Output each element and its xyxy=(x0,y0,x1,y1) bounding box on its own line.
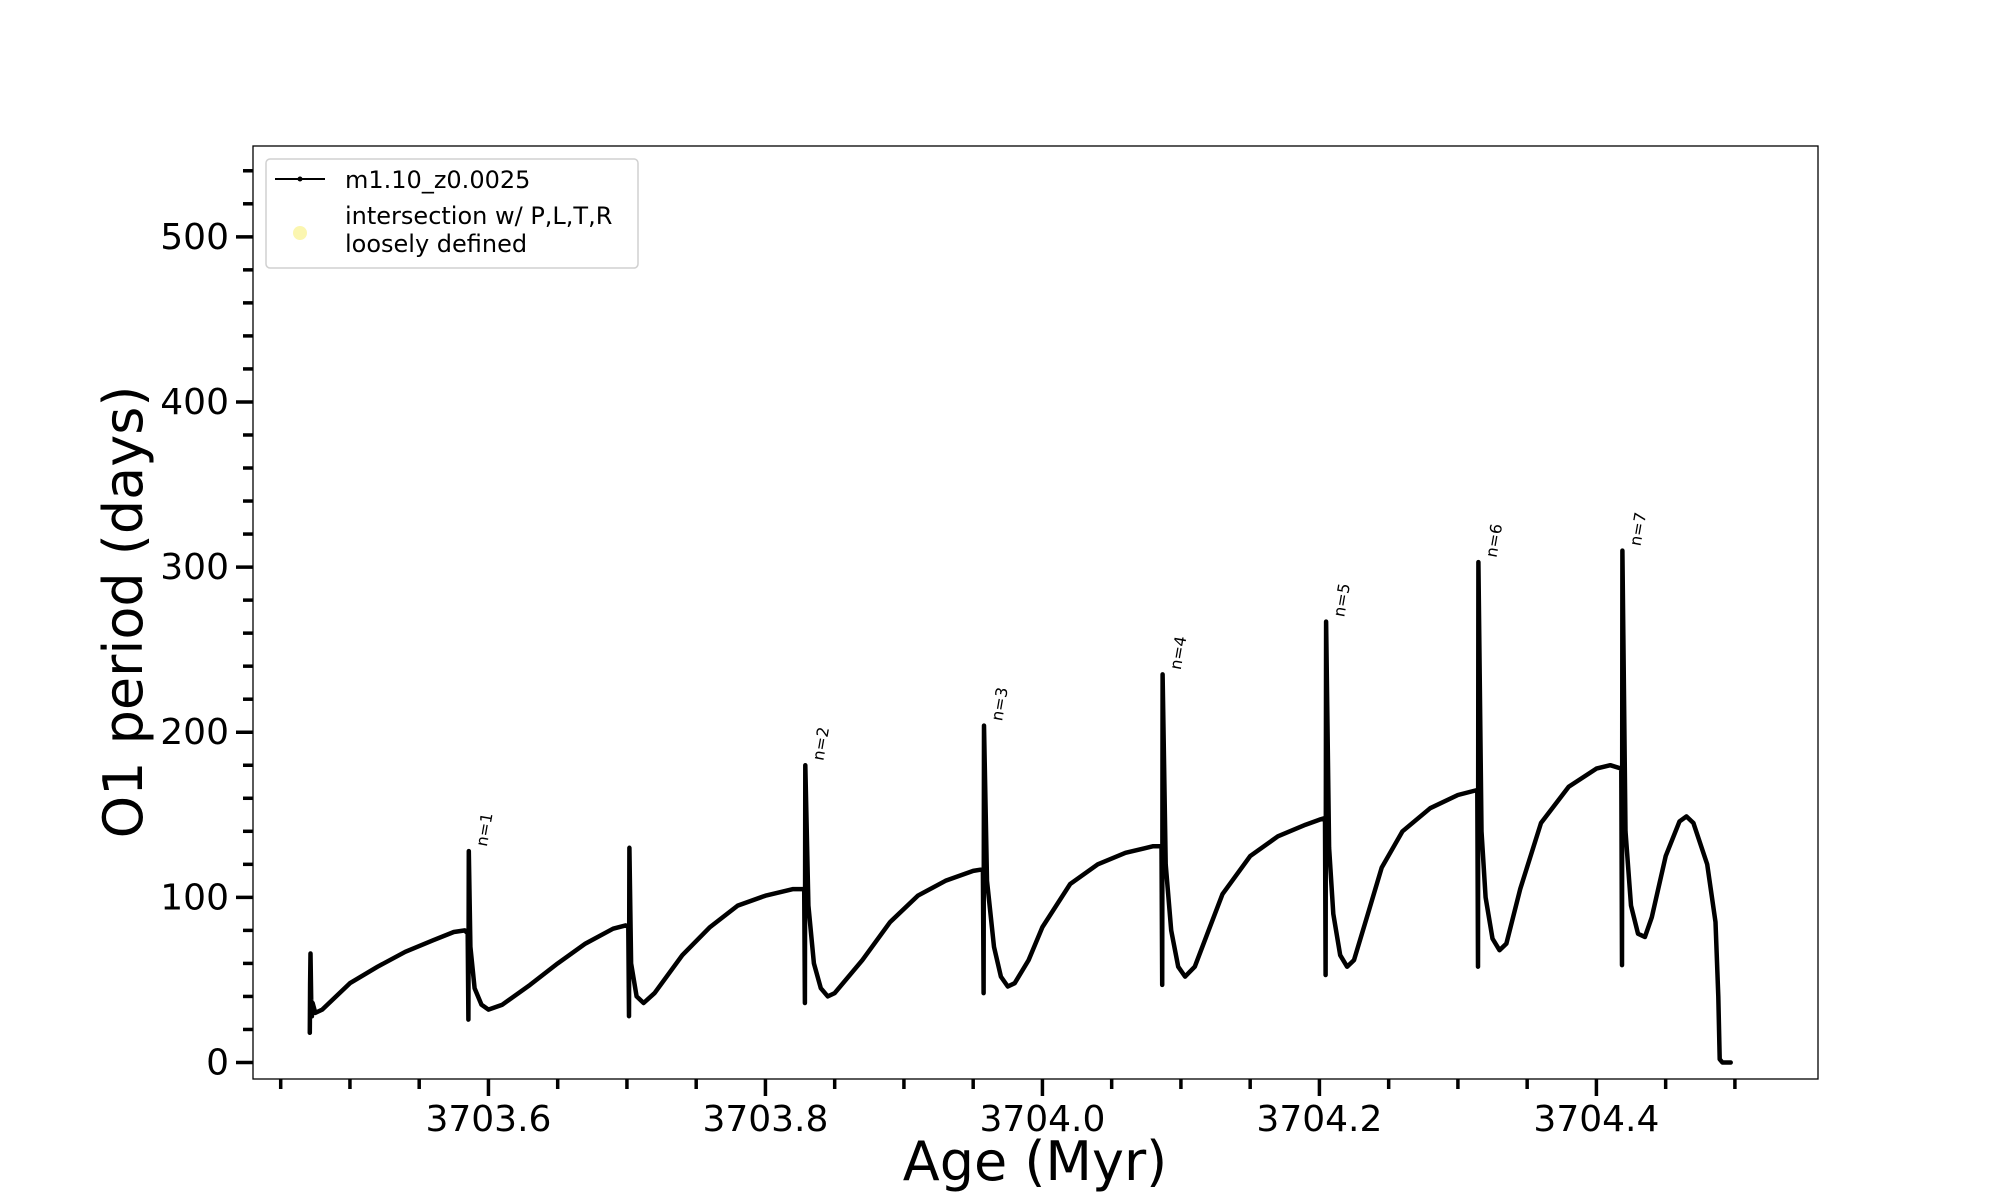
y-axis-label: O1 period (days) xyxy=(92,386,155,839)
legend-dot-marker xyxy=(297,176,303,182)
legend-entry-model: m1.10_z0.0025 xyxy=(345,166,530,194)
x-tick-label: 3704.0 xyxy=(979,1099,1105,1140)
y-tick-label: 400 xyxy=(160,382,229,423)
x-tick-label: 3704.2 xyxy=(1256,1099,1382,1140)
legend-entry-intersection-line2: loosely defined xyxy=(345,230,527,258)
y-axis-ticks: 0 100 200 300 400 500 xyxy=(160,169,253,1083)
legend-intersection-marker xyxy=(293,226,307,240)
x-tick-label: 3703.6 xyxy=(425,1099,551,1140)
legend: m1.10_z0.0025 intersection w/ P,L,T,R lo… xyxy=(265,158,639,269)
y-tick-label: 100 xyxy=(160,877,229,918)
plot-area-frame xyxy=(252,145,1819,1080)
series-layer xyxy=(307,548,1733,1065)
y-tick-label: 500 xyxy=(160,217,229,258)
series-line xyxy=(307,548,1733,1065)
y-tick-label: 300 xyxy=(160,547,229,588)
x-tick-label: 3703.8 xyxy=(702,1099,828,1140)
y-tick-label: 200 xyxy=(160,712,229,753)
legend-box xyxy=(265,158,639,269)
y-tick-label: 0 xyxy=(206,1042,229,1083)
x-axis-label: Age (Myr) xyxy=(903,1130,1168,1193)
legend-entry-intersection-line1: intersection w/ P,L,T,R xyxy=(345,202,612,230)
annotation-layer: n=1n=2n=3n=4n=5n=6 n=7 xyxy=(472,511,1650,848)
x-tick-label: 3704.4 xyxy=(1533,1099,1659,1140)
x-axis-ticks: 3703.6 3703.8 3704.0 3704.2 3704.4 xyxy=(278,1079,1737,1140)
